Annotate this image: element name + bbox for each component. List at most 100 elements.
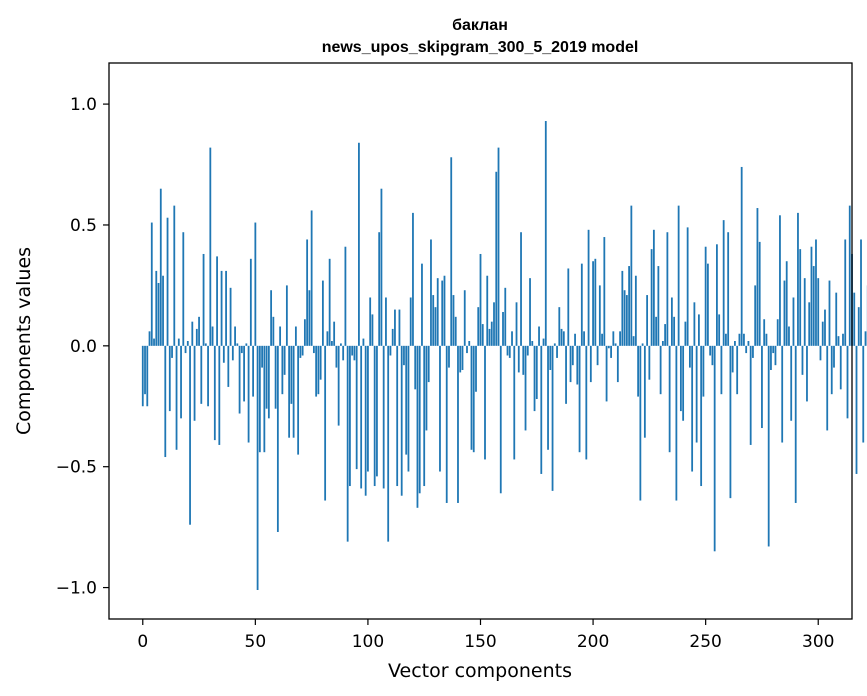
bar-47	[247, 345, 250, 443]
bar-113	[396, 345, 399, 487]
bar-237	[675, 345, 678, 501]
bar-104	[376, 345, 378, 477]
bar-154	[488, 328, 491, 346]
bar-26	[200, 345, 203, 404]
bar-158	[497, 147, 500, 346]
bar-74	[308, 290, 311, 346]
bar-19	[184, 345, 187, 354]
bar-51	[256, 345, 259, 590]
bar-210	[614, 343, 617, 346]
bar-219	[634, 275, 637, 346]
bar-116	[403, 345, 405, 366]
bar-143	[463, 290, 466, 346]
y-axis-ticks: −1.0 −0.5 0.0 0.5 1.0	[56, 95, 109, 599]
bar-41	[234, 326, 236, 346]
bar-156	[493, 302, 495, 346]
bar-63	[283, 345, 286, 375]
bar-157	[495, 171, 498, 346]
bar-91	[346, 345, 349, 542]
bar-93	[351, 345, 354, 356]
bar-231	[661, 341, 664, 346]
bar-183	[553, 343, 556, 346]
bar-225	[648, 345, 651, 380]
bar-172	[529, 278, 531, 346]
bar-50	[254, 222, 257, 346]
bar-136	[448, 345, 450, 368]
bar-15	[175, 345, 178, 450]
bar-118	[407, 345, 410, 472]
bar-78	[317, 345, 320, 395]
bar-305	[828, 280, 831, 346]
bar-165	[513, 345, 516, 460]
x-tick-label: 0	[137, 632, 148, 652]
bar-66	[290, 345, 293, 404]
bar-286	[785, 261, 788, 346]
bar-272	[754, 285, 757, 346]
bar-128	[430, 239, 432, 346]
bar-142	[461, 345, 464, 370]
bar-131	[436, 278, 439, 346]
bar-243	[688, 345, 691, 368]
bar-138	[452, 295, 455, 346]
bar-214	[623, 290, 626, 346]
bar-193	[576, 345, 579, 385]
bar-178	[542, 338, 545, 346]
chart-title: баклан	[452, 17, 508, 34]
bar-268	[745, 345, 748, 354]
bar-251	[707, 263, 709, 346]
bar-188	[565, 345, 567, 404]
bar-0	[141, 345, 144, 407]
bar-102	[371, 314, 374, 346]
bar-230	[659, 345, 662, 395]
bar-273	[756, 208, 759, 346]
bar-291	[797, 212, 799, 346]
bar-232	[664, 324, 667, 346]
bar-288	[790, 345, 793, 421]
bar-319	[860, 239, 862, 346]
bar-106	[380, 188, 383, 346]
bar-87	[337, 345, 340, 426]
bar-267	[743, 333, 745, 346]
bar-12	[168, 345, 171, 412]
bar-101	[369, 297, 372, 346]
bar-316	[853, 292, 856, 346]
bar-263	[734, 341, 736, 346]
bar-124	[421, 263, 423, 346]
bar-137	[450, 157, 453, 346]
bar-4	[150, 222, 153, 346]
bar-67	[292, 345, 295, 438]
bar-8	[159, 188, 162, 346]
bar-2	[146, 345, 149, 407]
bar-35	[220, 270, 223, 346]
bar-190	[569, 345, 572, 383]
bar-46	[245, 343, 248, 346]
bar-204	[601, 333, 603, 346]
bar-149	[477, 307, 480, 346]
bar-209	[612, 331, 615, 346]
bar-262	[731, 345, 734, 373]
bar-277	[765, 333, 768, 346]
bar-170	[524, 345, 527, 431]
bar-166	[515, 302, 518, 346]
bar-161	[504, 287, 507, 346]
bar-76	[312, 345, 315, 354]
bar-36	[222, 345, 225, 363]
bar-105	[378, 232, 381, 346]
bar-13	[171, 345, 173, 358]
bar-7	[157, 282, 160, 346]
bar-217	[630, 205, 633, 346]
bar-308	[835, 292, 838, 346]
bar-53	[261, 345, 263, 368]
bar-280	[772, 345, 775, 354]
bar-92	[349, 345, 351, 487]
bar-83	[328, 258, 331, 346]
bar-257	[720, 345, 723, 395]
bar-312	[844, 239, 847, 346]
bar-318	[857, 307, 860, 346]
bar-199	[589, 345, 592, 383]
bar-302	[821, 321, 824, 346]
bar-311	[842, 333, 844, 346]
bar-96	[358, 142, 360, 346]
bar-60	[276, 345, 279, 532]
bar-168	[520, 232, 522, 346]
